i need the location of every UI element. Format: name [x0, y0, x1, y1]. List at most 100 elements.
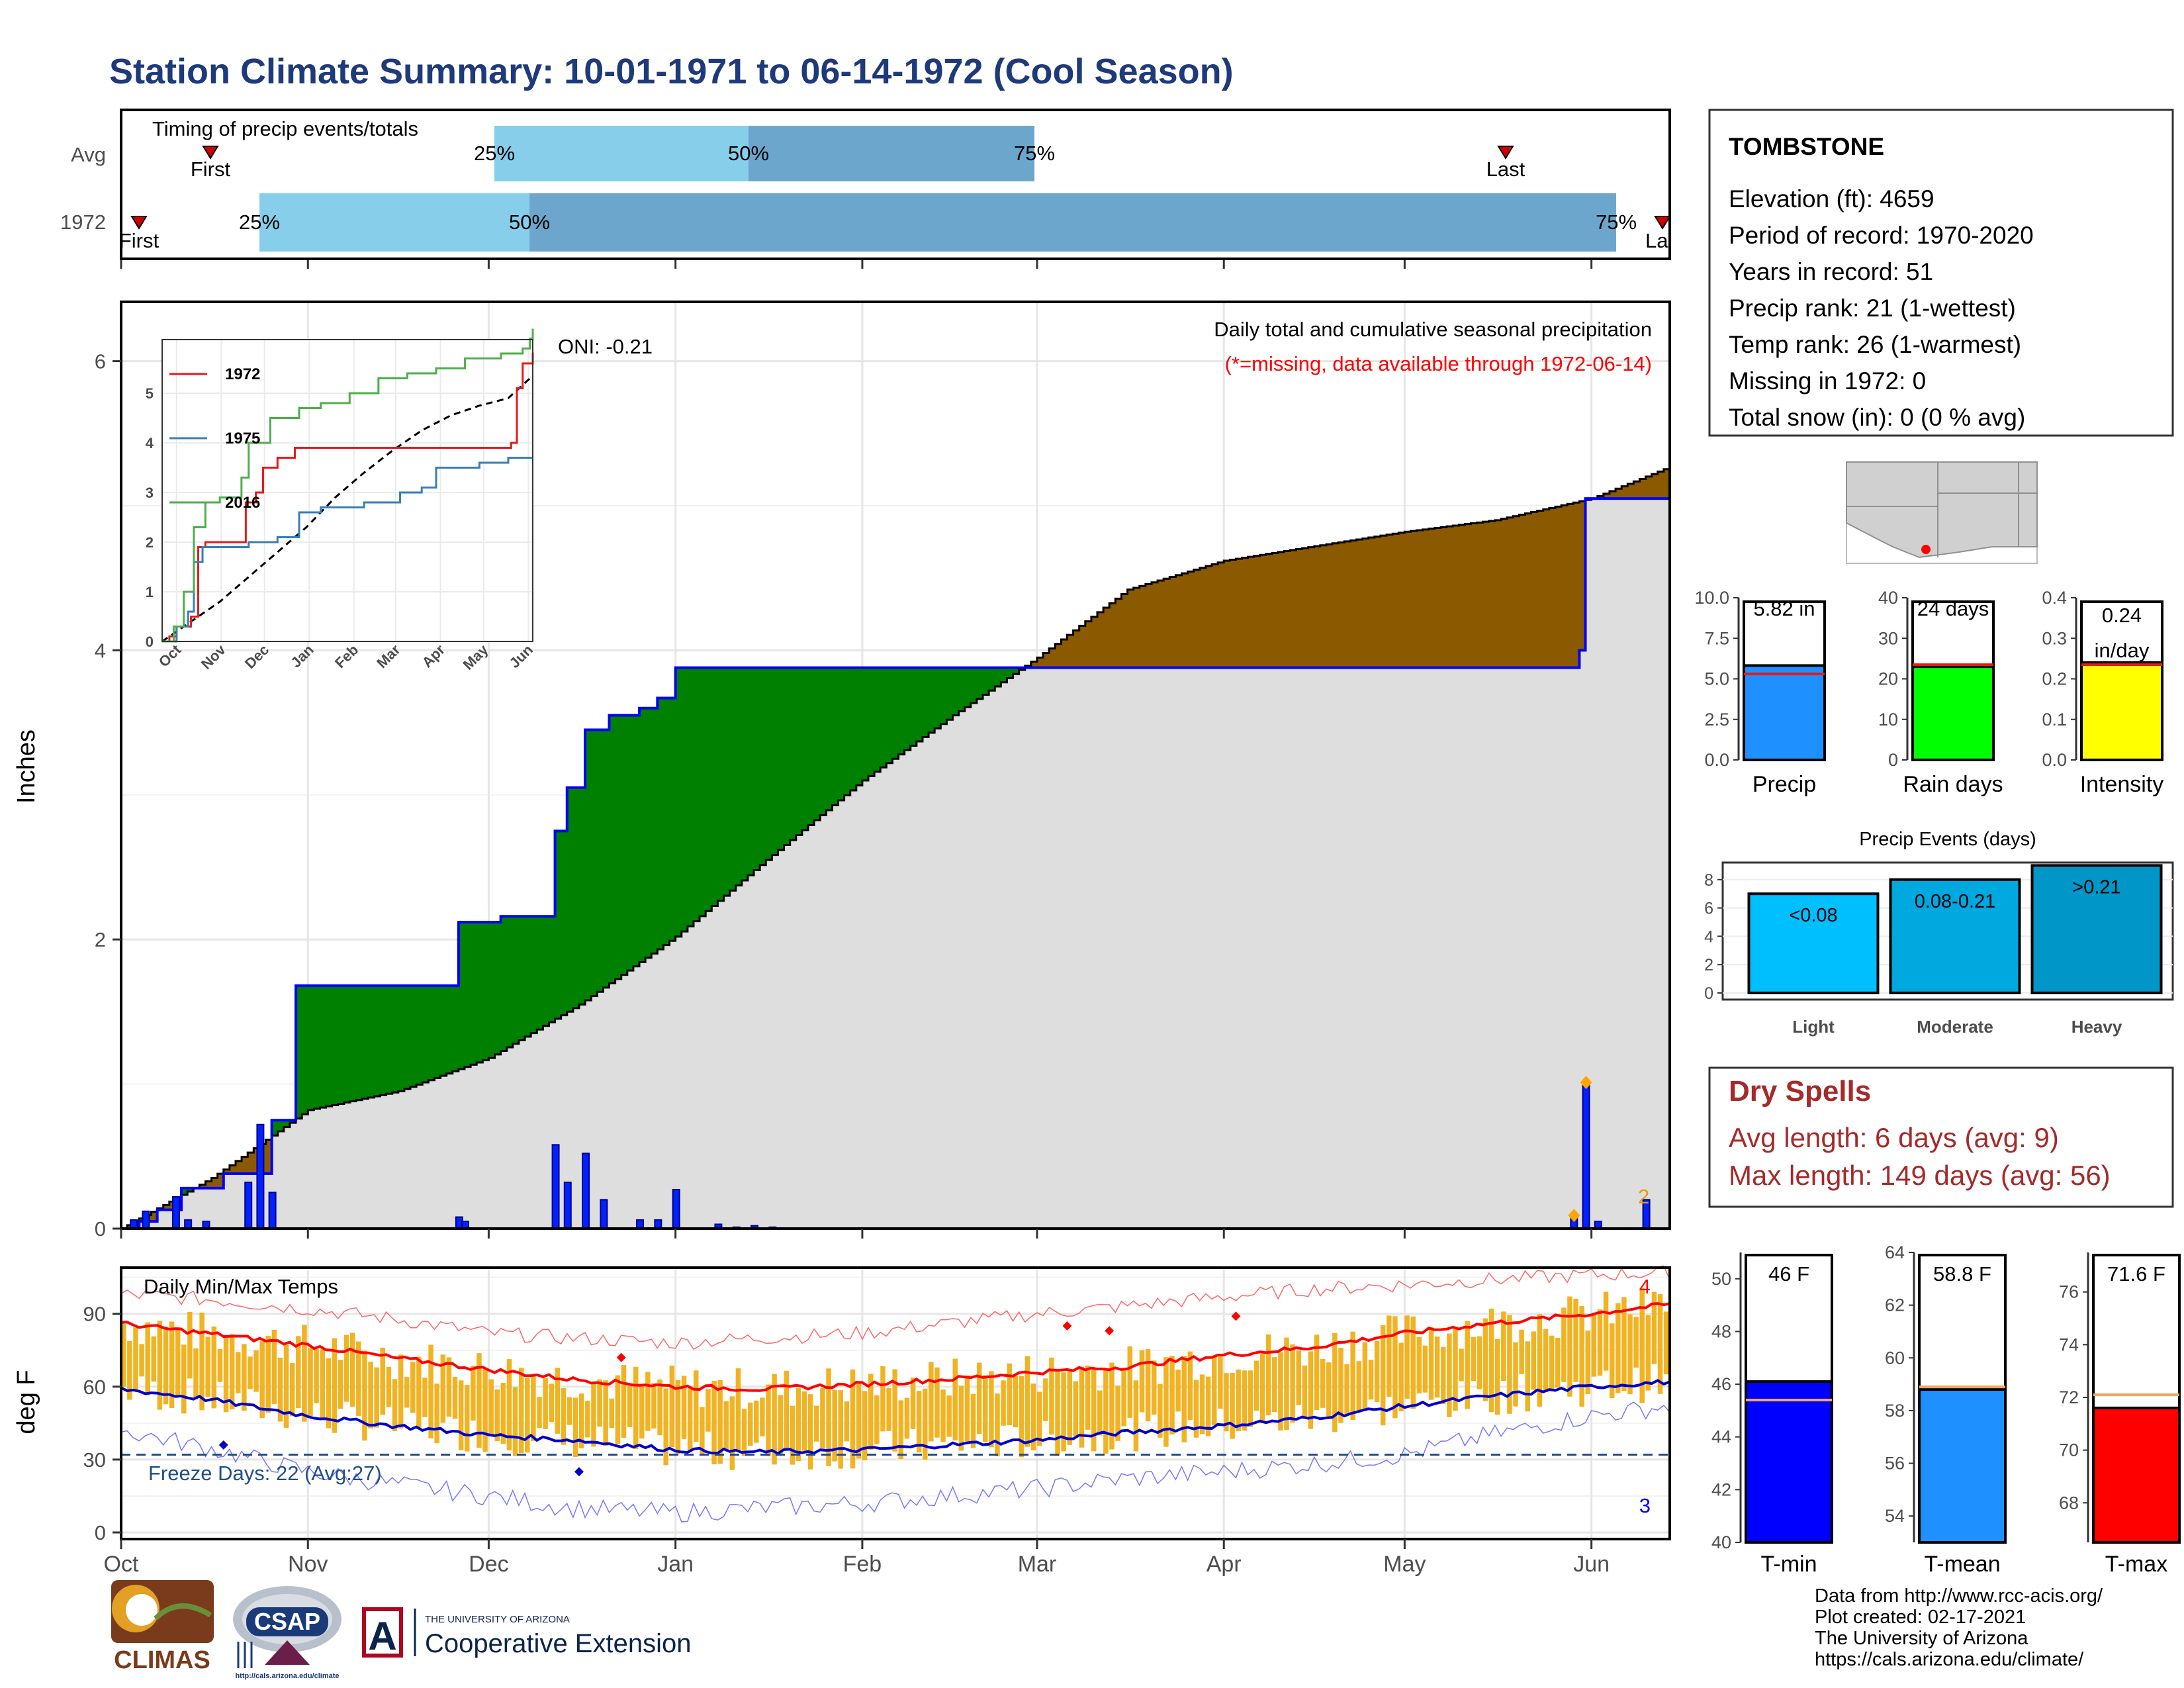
daily-temp-bar — [989, 1371, 994, 1448]
surplus-area — [356, 986, 363, 1100]
daily-temp-bar — [446, 1357, 452, 1417]
deficit-area — [1187, 571, 1195, 668]
deficit-area — [1471, 523, 1478, 668]
daily-temp-bar — [1531, 1331, 1537, 1390]
temp-count-high: 4 — [1639, 1275, 1651, 1298]
daily-temp-bar — [784, 1370, 790, 1450]
surplus-area — [856, 667, 863, 786]
y-tick-label: 0 — [95, 1521, 106, 1544]
daily-temp-bar — [700, 1407, 705, 1456]
daily-temp-bar — [332, 1338, 338, 1433]
daily-temp-bar — [434, 1383, 439, 1444]
deficit-area — [1657, 471, 1664, 499]
daily-temp-bar — [850, 1369, 856, 1469]
deficit-area — [1169, 577, 1176, 668]
surplus-area — [886, 667, 893, 763]
daily-temp-bar — [175, 1327, 181, 1396]
daily-temp-bar — [796, 1387, 801, 1462]
daily-precip-bar — [1582, 1080, 1590, 1230]
daily-temp-bar — [639, 1384, 645, 1439]
deficit-area — [1459, 524, 1466, 668]
daily-temp-bar — [995, 1393, 1000, 1457]
surplus-area — [398, 986, 405, 1092]
daily-temp-bar — [717, 1380, 723, 1464]
x-tick-label: Mar — [1018, 1552, 1057, 1577]
station-name: TOMBSTONE — [1729, 133, 1884, 160]
stat-bar — [1743, 664, 1826, 761]
deficit-area — [1615, 489, 1622, 499]
daily-temp-bar — [145, 1322, 150, 1395]
daily-temp-bar — [1549, 1335, 1555, 1391]
deficit-area — [1236, 559, 1243, 668]
surplus-area — [651, 708, 658, 954]
daily-temp-bar — [856, 1383, 862, 1459]
daily-temp-bar — [790, 1405, 796, 1465]
events-tick-label: 6 — [1704, 900, 1713, 918]
daily-precip-bar — [672, 1189, 680, 1229]
daily-temp-bar — [814, 1405, 819, 1442]
daily-temp-bar — [428, 1344, 433, 1438]
surplus-area — [362, 986, 369, 1099]
tstat-value-label: 71.6 F — [2107, 1262, 2165, 1286]
inset-y-label: 2 — [146, 534, 154, 551]
station-line: Precip rank: 21 (1-wettest) — [1729, 295, 2016, 322]
inset-line-2016 — [162, 328, 534, 643]
record-marker — [1231, 1311, 1241, 1321]
daily-temp-bar — [1501, 1311, 1506, 1382]
daily-temp-bar — [271, 1329, 277, 1404]
deficit-area — [1043, 653, 1050, 668]
tstat-tick-label: 64 — [1885, 1243, 1905, 1262]
surplus-area — [428, 986, 435, 1080]
surplus-area — [989, 667, 995, 691]
daily-temp-bar — [958, 1385, 964, 1451]
tstat-tick-label: 62 — [1885, 1295, 1905, 1315]
tstat-tick-label: 40 — [1711, 1532, 1731, 1552]
dry-spells-avg: Avg length: 6 days (avg: 9) — [1729, 1122, 2059, 1153]
deficit-area — [1163, 579, 1170, 668]
daily-temp-bar — [404, 1377, 410, 1408]
tstat-tick-label: 50 — [1711, 1269, 1731, 1289]
deficit-area — [1308, 547, 1315, 668]
dry-spells-box: Dry Spells Avg length: 6 days (avg: 9) M… — [1708, 1066, 2174, 1208]
daily-temp-bar — [766, 1384, 771, 1456]
surplus-area — [681, 667, 688, 932]
stat-value-label: 24 days — [1917, 597, 1989, 620]
stat-value-unit: in/day — [2095, 639, 2150, 662]
deficit-area — [1645, 476, 1653, 499]
surplus-area — [314, 986, 321, 1109]
y-tick-label: 90 — [83, 1303, 106, 1326]
deficit-area — [1097, 612, 1104, 668]
surplus-area — [754, 667, 760, 870]
surplus-area — [663, 698, 670, 945]
deficit-area — [199, 1184, 206, 1188]
daily-temp-bar — [1199, 1374, 1205, 1434]
ua-name: THE UNIVERSITY OF ARIZONA — [425, 1614, 570, 1625]
surplus-area — [669, 698, 676, 941]
daily-temp-bar — [741, 1409, 747, 1456]
deficit-area — [1036, 657, 1044, 668]
surplus-area — [940, 667, 947, 724]
daily-temp-bar — [380, 1347, 386, 1415]
surplus-area — [995, 667, 1001, 686]
surplus-area — [970, 667, 978, 703]
deficit-area — [1248, 557, 1255, 668]
daily-temp-bar — [1205, 1376, 1211, 1436]
timing-1972-first-label: First — [119, 229, 159, 252]
surplus-area — [862, 667, 869, 780]
inset-line-1975 — [162, 457, 533, 643]
surplus-area — [747, 667, 754, 876]
deficit-area — [1151, 582, 1158, 668]
timing-1972-50-75 — [529, 193, 1616, 252]
surplus-area — [597, 729, 604, 992]
daily-temp-bar — [729, 1396, 735, 1470]
daily-temp-bar — [1193, 1380, 1199, 1438]
daily-temp-bar — [374, 1367, 379, 1428]
average-cumulative-line — [121, 467, 1671, 1230]
daily-temp-bar — [314, 1348, 319, 1404]
daily-temp-bar — [471, 1366, 476, 1421]
deficit-area — [1374, 536, 1381, 668]
stat-tick-label: 10.0 — [1694, 588, 1729, 608]
daily-precip-bar — [142, 1210, 150, 1229]
daily-temp-bar — [886, 1387, 891, 1431]
cumulative-common-area — [121, 498, 1670, 1229]
